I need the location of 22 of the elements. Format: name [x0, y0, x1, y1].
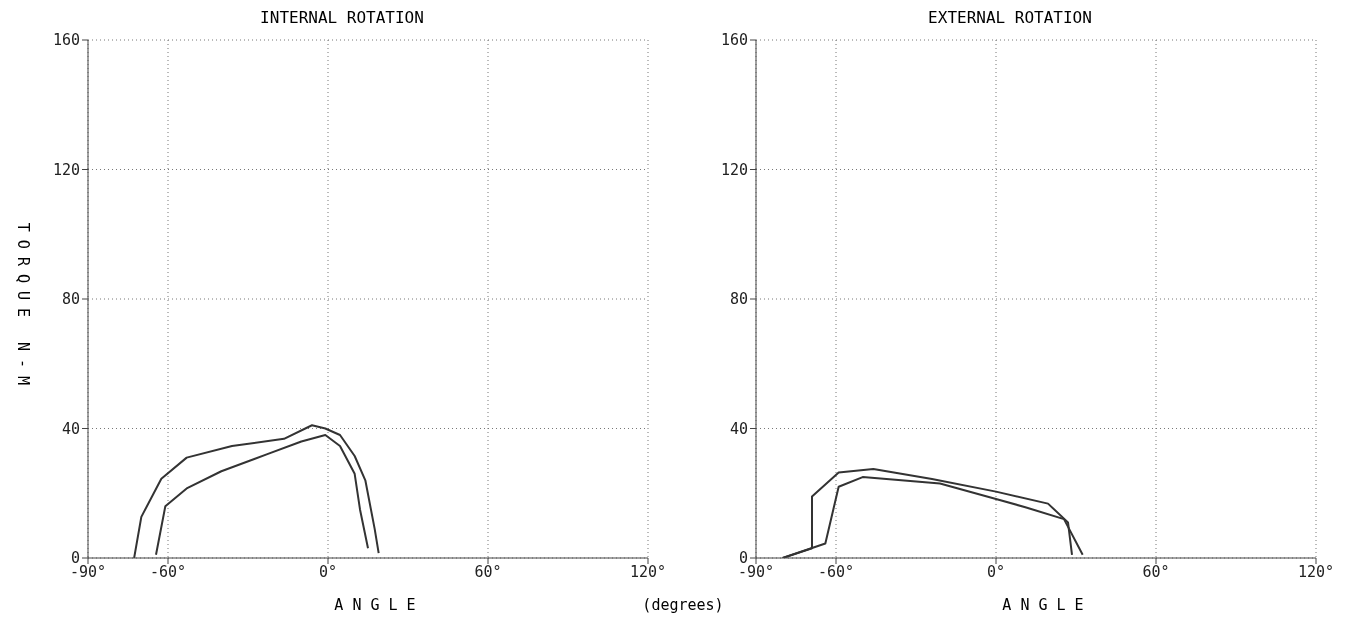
- y-axis-title: TORQUE N-M: [14, 222, 32, 394]
- x-tick-label: -60°: [149, 562, 187, 581]
- x-tick-label: 0°: [986, 562, 1006, 581]
- chart-title: EXTERNAL ROTATION: [927, 8, 1093, 27]
- text: (degrees): [641, 596, 725, 614]
- chart-title: INTERNAL ROTATION: [259, 8, 425, 27]
- y-tick-label: 160: [52, 31, 80, 50]
- x-axis-title: A N G L E: [334, 596, 416, 614]
- x-tick-label: -60°: [817, 562, 855, 581]
- y-tick-label: 120: [720, 160, 748, 179]
- y-tick-label: 120: [52, 160, 80, 179]
- x-tick-label: 60°: [474, 562, 502, 581]
- y-tick-label: 80: [729, 290, 748, 309]
- x-tick-label: 0°: [318, 562, 338, 581]
- y-tick-label: 80: [61, 290, 80, 309]
- x-tick-label: 120°: [1297, 562, 1335, 581]
- y-tick-label: 160: [720, 31, 748, 50]
- y-tick-label: 40: [729, 419, 748, 438]
- x-tick-label: 120°: [629, 562, 667, 581]
- x-axis-title: A N G L E: [1001, 596, 1085, 614]
- y-tick-label: 40: [61, 419, 80, 438]
- x-tick-label: 60°: [1142, 562, 1170, 581]
